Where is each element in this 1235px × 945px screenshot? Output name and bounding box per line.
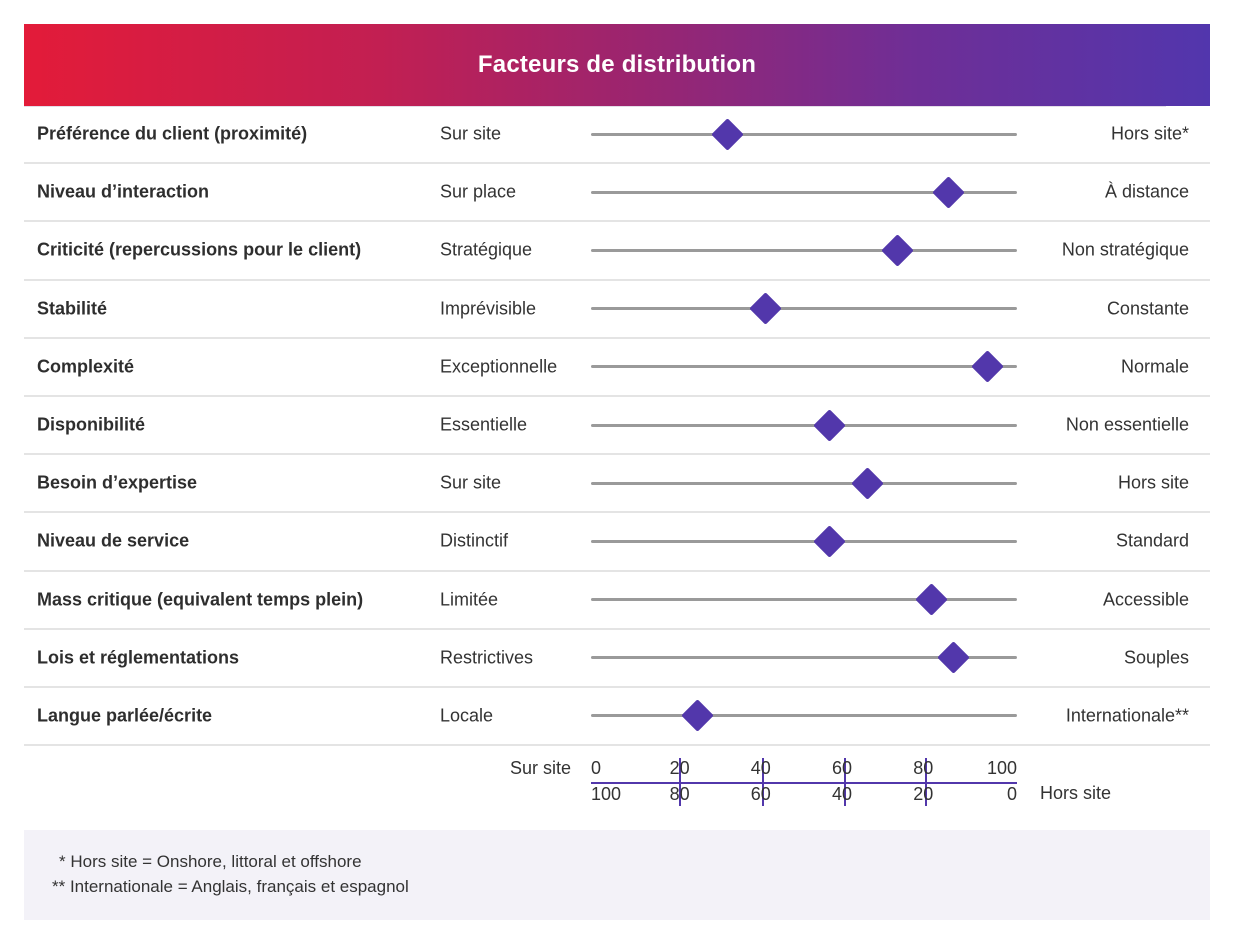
diamond-marker xyxy=(749,292,782,325)
right-pole-label: Hors site xyxy=(1117,472,1189,493)
slider-track xyxy=(591,307,1017,311)
diamond-marker xyxy=(851,466,885,500)
right-pole-label: À distance xyxy=(1104,181,1189,202)
diamond-marker xyxy=(915,583,949,616)
factor-label: Disponibilité xyxy=(37,414,145,435)
scale-tick xyxy=(679,758,682,806)
factor-label: Niveau d’interaction xyxy=(37,181,210,202)
scale-top-number: 0 xyxy=(591,758,602,778)
right-pole-label: Non stratégique xyxy=(1061,239,1189,260)
scale-bottom-number: 20 xyxy=(913,784,934,804)
left-pole-label: Sur site xyxy=(440,472,502,493)
diamond-marker xyxy=(711,117,744,151)
factor-label: Besoin d’expertise xyxy=(37,472,198,493)
factor-row: Criticité (repercussions pour le client)… xyxy=(24,222,1210,281)
factor-row: Préférence du client (proximité) Sur site… xyxy=(24,106,1210,165)
factor-rows: Préférence du client (proximité) Sur site… xyxy=(24,106,1210,747)
scale-bottom-number: 40 xyxy=(832,784,853,804)
right-pole-label: Souples xyxy=(1123,647,1189,668)
scale-top-number: 100 xyxy=(986,758,1017,778)
slider-track xyxy=(591,423,1017,427)
slider-track xyxy=(591,656,1017,660)
factor-label: Préférence du client (proximité) xyxy=(37,123,308,144)
footnotes: * Hors site = Onshore, littoral et offsh… xyxy=(24,830,1210,920)
left-pole-label: Essentielle xyxy=(440,414,528,435)
scale-bottom-number: 100 xyxy=(591,784,622,804)
factor-row: Langue parlée/écrite Locale Internationale… xyxy=(24,688,1210,747)
chart-header: Facteurs de distribution xyxy=(24,24,1210,106)
left-pole-label: Limitée xyxy=(440,589,499,610)
factor-row: Niveau de service Distinctif Standard xyxy=(24,513,1210,572)
diamond-marker xyxy=(970,350,1004,384)
right-pole-label: Normale xyxy=(1120,356,1189,377)
factor-row: Niveau d’interaction Sur place À distance xyxy=(24,164,1210,223)
header-divider xyxy=(24,106,1166,107)
diamond-marker xyxy=(813,408,846,442)
scale-right-caption: Hors site xyxy=(1040,783,1112,803)
slider-track xyxy=(591,365,1017,369)
left-pole-label: Restrictives xyxy=(440,647,534,668)
scale-bottom-number: 80 xyxy=(669,784,690,804)
slider-track xyxy=(591,132,1017,136)
scale-top-number: 20 xyxy=(669,758,690,778)
right-pole-label: Standard xyxy=(1115,530,1189,551)
right-pole-label: Non essentielle xyxy=(1065,414,1189,435)
scale-tick xyxy=(843,758,846,806)
scale-top-number: 80 xyxy=(913,758,934,778)
diamond-marker xyxy=(881,234,914,267)
slider-track xyxy=(591,714,1017,718)
slider-track xyxy=(591,481,1017,485)
left-pole-label: Distinctif xyxy=(440,530,509,551)
factor-row: Lois et réglementations Restrictives Soupl… xyxy=(24,630,1210,688)
factor-label: Niveau de service xyxy=(37,530,190,551)
right-pole-label: Accessible xyxy=(1102,589,1189,610)
left-pole-label: Exceptionnelle xyxy=(440,356,558,377)
factor-label: Lois et réglementations xyxy=(37,647,240,668)
scale-tick xyxy=(924,758,927,806)
left-pole-label: Locale xyxy=(440,705,494,726)
left-pole-label: Sur place xyxy=(440,181,517,202)
factor-label: Complexité xyxy=(37,356,135,377)
slider-track xyxy=(591,248,1017,252)
scale-bottom-number: 60 xyxy=(750,784,771,804)
diamond-marker xyxy=(936,641,970,675)
left-pole-label: Sur site xyxy=(440,123,502,144)
scale-axis: Sur site Hors site 0 100 20 80 40 60 60 40 80 20 1… xyxy=(24,748,1210,810)
scale-axis-line xyxy=(591,782,1017,784)
scale-bottom-number: 0 xyxy=(1006,784,1017,804)
diamond-marker xyxy=(813,525,846,558)
slider-track xyxy=(591,190,1017,194)
footnote-internationale: ** Internationale = Anglais, français et… xyxy=(52,877,409,896)
scale-tick xyxy=(762,758,765,806)
right-pole-label: Internationale** xyxy=(1065,705,1189,726)
factor-row: Disponibilité Essentielle Non essentielle xyxy=(24,397,1210,456)
factor-row: Complexité Exceptionnelle Normale xyxy=(24,339,1210,397)
slider-track xyxy=(591,598,1017,602)
factor-row: Besoin d’expertise Sur site Hors site xyxy=(24,455,1210,514)
footnote-hors-site: * Hors site = Onshore, littoral et offsh… xyxy=(59,852,362,871)
factor-label: Langue parlée/écrite xyxy=(37,705,213,726)
left-pole-label: Stratégique xyxy=(440,239,533,260)
slider-track xyxy=(591,539,1017,543)
left-pole-label: Imprévisible xyxy=(440,298,537,319)
scale-top-number: 60 xyxy=(832,758,853,778)
factor-row: Mass critique (equivalent temps plein) Li… xyxy=(24,572,1210,630)
scale-top-number: 40 xyxy=(750,758,771,778)
chart-title: Facteurs de distribution xyxy=(477,51,757,78)
factor-label: Mass critique (equivalent temps plein) xyxy=(37,589,364,610)
factor-row: Stabilité Imprévisible Constante xyxy=(24,281,1210,339)
right-pole-label: Hors site* xyxy=(1110,123,1189,144)
diamond-marker xyxy=(932,176,966,209)
diamond-marker xyxy=(681,699,714,733)
factor-label: Criticité (repercussions pour le client) xyxy=(37,239,362,260)
right-pole-label: Constante xyxy=(1106,298,1189,319)
scale-left-caption: Sur site xyxy=(509,758,571,778)
factor-label: Stabilité xyxy=(37,298,108,319)
